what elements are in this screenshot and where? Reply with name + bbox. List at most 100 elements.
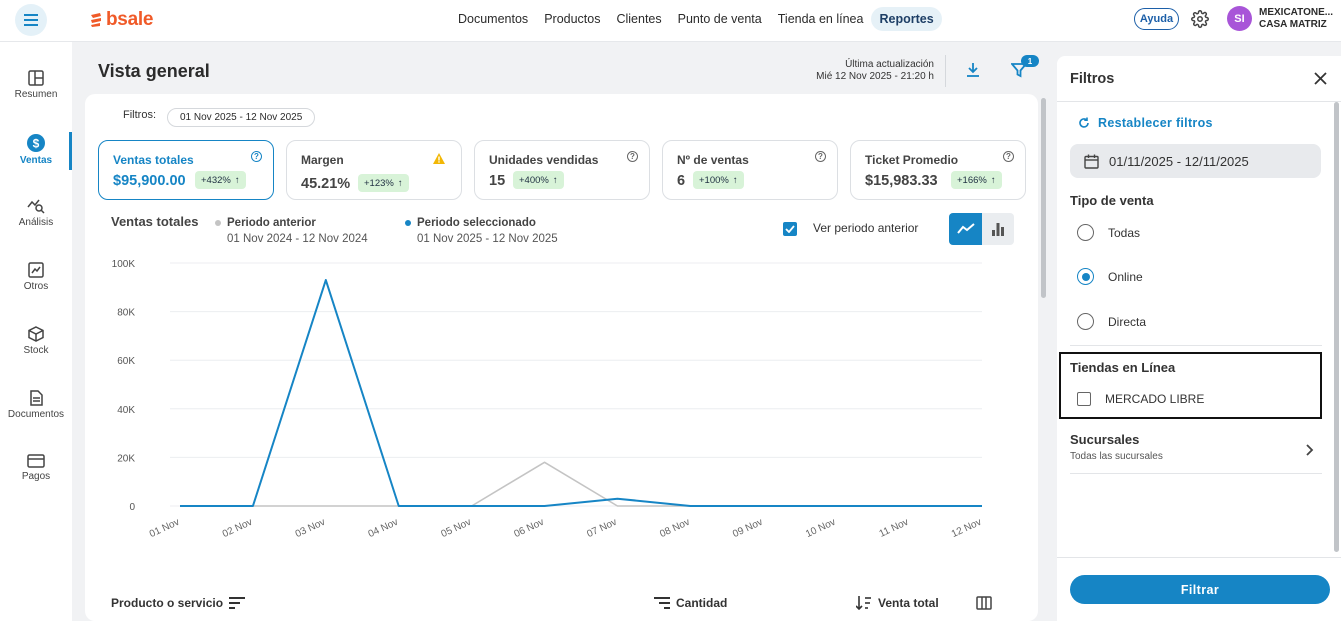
svg-text:$: $: [33, 137, 40, 151]
y-tick-label: 0: [129, 502, 135, 513]
sort-desc-icon: [856, 596, 871, 610]
trend-icon: [28, 262, 44, 278]
help-button[interactable]: Ayuda: [1134, 8, 1179, 30]
arrow-up-icon: ↑: [397, 177, 403, 189]
card-icon: [27, 454, 45, 468]
date-range-chip[interactable]: 01 Nov 2025 - 12 Nov 2025: [167, 108, 316, 127]
last-update-label: Última actualización: [845, 59, 934, 70]
x-tick-label: 06 Nov: [512, 517, 545, 540]
warning-icon[interactable]: [433, 153, 445, 164]
x-tick-label: 11 Nov: [878, 517, 911, 540]
close-panel-button[interactable]: [1314, 72, 1327, 90]
sidebar-item-label: Otros: [23, 281, 49, 292]
kpi-margen[interactable]: Margen 45.21% +123% ↑: [286, 140, 462, 200]
sidebar-item-label: Ventas: [19, 155, 53, 166]
bsale-logo-icon: [91, 13, 101, 27]
radio-option-todas[interactable]: Todas: [1077, 224, 1140, 241]
line-chart-button[interactable]: [949, 213, 982, 245]
nav-punto-de-venta[interactable]: Punto de venta: [677, 12, 762, 26]
sidebar-item-ventas[interactable]: $ Ventas: [0, 134, 72, 166]
store-label: MERCADO LIBRE: [1105, 392, 1205, 406]
series-line-previous: [180, 461, 982, 507]
show-previous-checkbox[interactable]: [783, 222, 797, 236]
reset-filters-button[interactable]: Restablecer filtros: [1078, 116, 1213, 130]
kpi-numero-ventas[interactable]: Nº de ventas ? 6 +100% ↑: [662, 140, 838, 200]
nav-clientes[interactable]: Clientes: [616, 12, 662, 26]
sale-type-title: Tipo de venta: [1070, 193, 1154, 208]
col-qty-header[interactable]: Cantidad: [654, 596, 727, 610]
top-nav: Documentos Productos Clientes Punto de v…: [450, 7, 942, 31]
kpi-value: 45.21%: [301, 176, 351, 192]
filter-count-badge: 1: [1021, 55, 1039, 67]
x-tick-label: 02 Nov: [221, 517, 254, 540]
kpi-change: +166%: [957, 174, 987, 186]
branches-expand[interactable]: [1306, 443, 1314, 461]
branches-row[interactable]: Sucursales Todas las sucursales: [1070, 432, 1163, 462]
header-divider: [945, 55, 946, 87]
help-icon[interactable]: ?: [627, 151, 638, 162]
sidebar-item-documentos[interactable]: Documentos: [0, 390, 72, 420]
nav-documentos[interactable]: Documentos: [458, 12, 529, 26]
store-checkbox[interactable]: [1077, 392, 1091, 406]
menu-button[interactable]: [15, 4, 47, 36]
nav-reportes[interactable]: Reportes: [871, 7, 942, 31]
document-icon: [30, 390, 43, 406]
y-tick-label: 20K: [117, 453, 135, 464]
sidebar-item-resumen[interactable]: Resumen: [0, 70, 72, 100]
col-total-header[interactable]: Venta total: [856, 596, 939, 610]
radio-button[interactable]: [1077, 224, 1094, 241]
bar-chart-icon: [992, 222, 1004, 236]
radio-button[interactable]: [1077, 268, 1094, 285]
company-selector[interactable]: MEXICATONE... CASA MATRIZ: [1259, 7, 1333, 31]
chart-title: Ventas totales: [111, 214, 199, 229]
bar-chart-button[interactable]: [982, 213, 1014, 245]
col-product-header[interactable]: Producto o servicio: [111, 596, 246, 610]
brand-logo[interactable]: bsale: [89, 9, 153, 31]
radio-option-directa[interactable]: Directa: [1077, 313, 1146, 330]
main-scrollbar[interactable]: [1041, 98, 1046, 298]
download-button[interactable]: [965, 62, 981, 83]
nav-tienda-en-linea[interactable]: Tienda en línea: [777, 12, 864, 26]
columns-icon: [976, 596, 992, 610]
radio-button[interactable]: [1077, 313, 1094, 330]
x-tick-label: 05 Nov: [440, 517, 473, 540]
line-chart-icon: [956, 223, 975, 234]
sidebar-item-pagos[interactable]: Pagos: [0, 454, 72, 482]
show-previous-label[interactable]: Ver periodo anterior: [813, 221, 919, 235]
sidebar-item-label: Pagos: [21, 471, 51, 482]
kpi-change-badge: +400% ↑: [513, 171, 564, 189]
x-tick-label: 08 Nov: [658, 517, 691, 540]
columns-button[interactable]: [976, 596, 992, 610]
check-icon: [785, 225, 795, 233]
kpi-ticket-promedio[interactable]: Ticket Promedio ? $15,983.33 +166% ↑: [850, 140, 1026, 200]
sidebar-item-analisis[interactable]: Análisis: [0, 198, 72, 228]
box-icon: [28, 326, 44, 342]
radio-option-online[interactable]: Online: [1077, 268, 1143, 285]
reset-filters-label: Restablecer filtros: [1098, 116, 1213, 130]
sidebar-item-otros[interactable]: Otros: [0, 262, 72, 292]
kpi-change: +100%: [699, 174, 729, 186]
col-qty-label: Cantidad: [676, 596, 728, 610]
apply-filters-button[interactable]: Filtrar: [1070, 575, 1330, 604]
settings-button[interactable]: [1191, 10, 1209, 33]
help-icon[interactable]: ?: [251, 151, 262, 162]
sidebar-item-label: Análisis: [18, 217, 54, 228]
overview-card: Filtros: 01 Nov 2025 - 12 Nov 2025 Venta…: [85, 94, 1046, 621]
help-icon[interactable]: ?: [1003, 151, 1014, 162]
user-avatar[interactable]: SI: [1227, 6, 1252, 31]
chevron-right-icon: [1306, 444, 1314, 456]
help-icon[interactable]: ?: [815, 151, 826, 162]
date-range-input[interactable]: 01/11/2025 - 12/11/2025: [1070, 144, 1321, 178]
x-tick-label: 04 Nov: [367, 517, 400, 540]
sidebar: Resumen $ Ventas Análisis Otros Stock Do…: [0, 42, 72, 621]
kpi-unidades-vendidas[interactable]: Unidades vendidas ? 15 +400% ↑: [474, 140, 650, 200]
kpi-ventas-totales[interactable]: Ventas totales ? $95,900.00 +432% ↑: [98, 140, 274, 200]
nav-productos[interactable]: Productos: [544, 12, 601, 26]
stores-highlight-box: [1059, 352, 1322, 419]
panel-scrollbar[interactable]: [1334, 102, 1339, 552]
kpi-title: Ticket Promedio: [865, 153, 959, 167]
chart-search-icon: [27, 199, 45, 214]
kpi-change: +400%: [519, 174, 549, 186]
store-option-mercado-libre[interactable]: MERCADO LIBRE: [1077, 392, 1204, 406]
sidebar-item-stock[interactable]: Stock: [0, 326, 72, 356]
